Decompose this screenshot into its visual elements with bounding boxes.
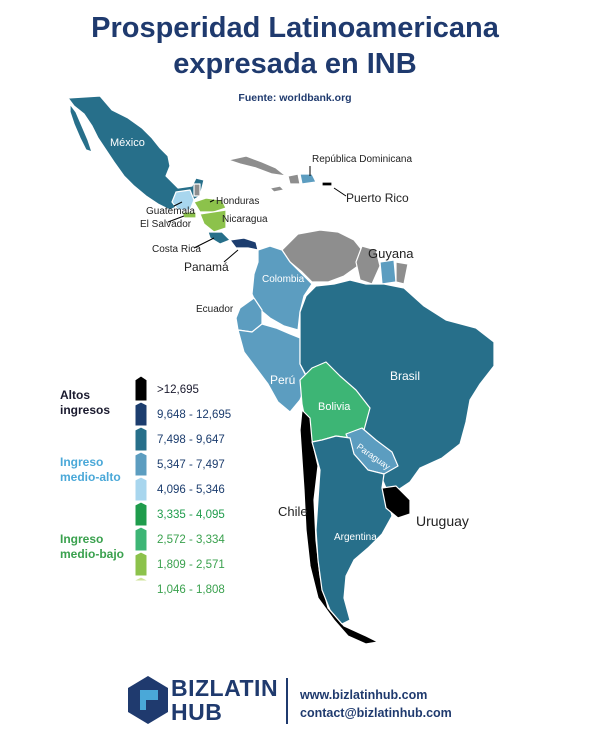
country-guatemala[interactable] (171, 189, 195, 211)
source-note: Fuente: worldbank.org (238, 92, 352, 104)
country-argentina[interactable] (311, 435, 393, 625)
country-belize (193, 183, 201, 197)
label-brazil: Brasil (390, 369, 420, 383)
country-dominican-republic[interactable] (299, 173, 317, 185)
label-costa-rica: Costa Rica (152, 244, 201, 255)
legend-swatch-1 (134, 375, 148, 402)
contact-email-link[interactable]: contact@bizlatinhub.com (300, 706, 452, 720)
label-colombia: Colombia (262, 274, 305, 285)
label-chile: Chile (278, 504, 308, 519)
guatemala-pointer (173, 201, 183, 207)
legend-range-7: 2,572 - 3,334 (157, 534, 225, 546)
label-peru: Perú (270, 373, 295, 387)
label-mexico: México (110, 137, 145, 149)
legend-range-3: 7,498 - 9,647 (157, 434, 225, 446)
legend-swatch-8 (134, 551, 148, 577)
label-el-salvador: El Salvador (140, 219, 192, 230)
legend-range-1: >12,695 (157, 384, 199, 396)
country-uruguay[interactable] (381, 485, 411, 519)
country-cuba (227, 155, 287, 177)
country-nicaragua[interactable] (199, 209, 227, 233)
label-nicaragua: Nicaragua (222, 214, 268, 225)
label-argentina: Argentina (334, 532, 377, 543)
legend-lower-middle-income: Ingreso medio-bajo (60, 532, 125, 561)
legend-range-5: 4,096 - 5,346 (157, 484, 225, 496)
country-haiti (287, 173, 301, 185)
country-french-guiana (395, 261, 409, 285)
label-guatemala: Guatemala (146, 206, 195, 217)
legend-swatch-5 (134, 476, 148, 502)
legend-range-2: 9,648 - 12,695 (157, 409, 232, 421)
footer-divider (286, 678, 288, 724)
country-chile[interactable] (299, 409, 379, 645)
country-costa-rica[interactable] (207, 231, 231, 245)
country-puerto-rico[interactable] (321, 181, 333, 187)
brand-line-1: BIZLATIN (171, 675, 279, 701)
legend-swatch-3 (134, 426, 148, 452)
legend-swatch-2 (134, 401, 148, 427)
el-salvador-pointer (167, 215, 185, 223)
label-panama: Panamá (184, 260, 229, 274)
title-line-1: Prosperidad Latinoamericana (91, 12, 499, 44)
country-jamaica (269, 185, 285, 193)
legend-range-8: 1,809 - 2,571 (157, 559, 225, 571)
legend-upper-middle-income: Ingreso medio-alto (60, 455, 121, 484)
honduras-pointer (209, 199, 215, 203)
country-panama[interactable] (229, 237, 259, 251)
label-puerto-rico: Puerto Rico (346, 191, 409, 205)
bizlatinhub-logo-icon (128, 676, 168, 724)
brand-name: BIZLATIN HUB (171, 676, 278, 724)
legend-swatches (134, 375, 148, 582)
legend-range-4: 5,347 - 7,497 (157, 459, 225, 471)
country-colombia[interactable] (251, 245, 313, 331)
country-honduras[interactable] (193, 197, 227, 213)
country-mexico-baja (69, 103, 93, 153)
brand-line-2: HUB (171, 699, 223, 725)
legend-range-6: 3,335 - 4,095 (157, 509, 225, 521)
legend-swatch-6 (134, 501, 148, 527)
legend-high-income: Altos ingresos (60, 388, 111, 417)
contact-website-link[interactable]: www.bizlatinhub.com (300, 688, 428, 702)
label-guyana: Guyana (368, 246, 414, 261)
country-suriname (379, 259, 397, 285)
panama-pointer (223, 249, 239, 263)
label-honduras: Honduras (216, 196, 259, 207)
label-ecuador: Ecuador (196, 304, 234, 315)
legend-swatch-7 (134, 526, 148, 552)
page-title: Prosperidad Latinoamericana expresada en… (0, 10, 590, 82)
legend-swatch-4 (134, 451, 148, 477)
legend-range-9: 1,046 - 1,808 (157, 584, 225, 596)
label-uruguay: Uruguay (416, 513, 469, 529)
costa-rica-pointer (193, 237, 215, 249)
legend-swatch-9 (134, 576, 148, 582)
label-dominican-republic: República Dominicana (312, 154, 412, 165)
title-line-2: expresada en INB (173, 48, 417, 80)
label-bolivia: Bolivia (318, 401, 351, 413)
country-peru[interactable] (237, 323, 309, 413)
puerto-rico-pointer (333, 187, 347, 197)
